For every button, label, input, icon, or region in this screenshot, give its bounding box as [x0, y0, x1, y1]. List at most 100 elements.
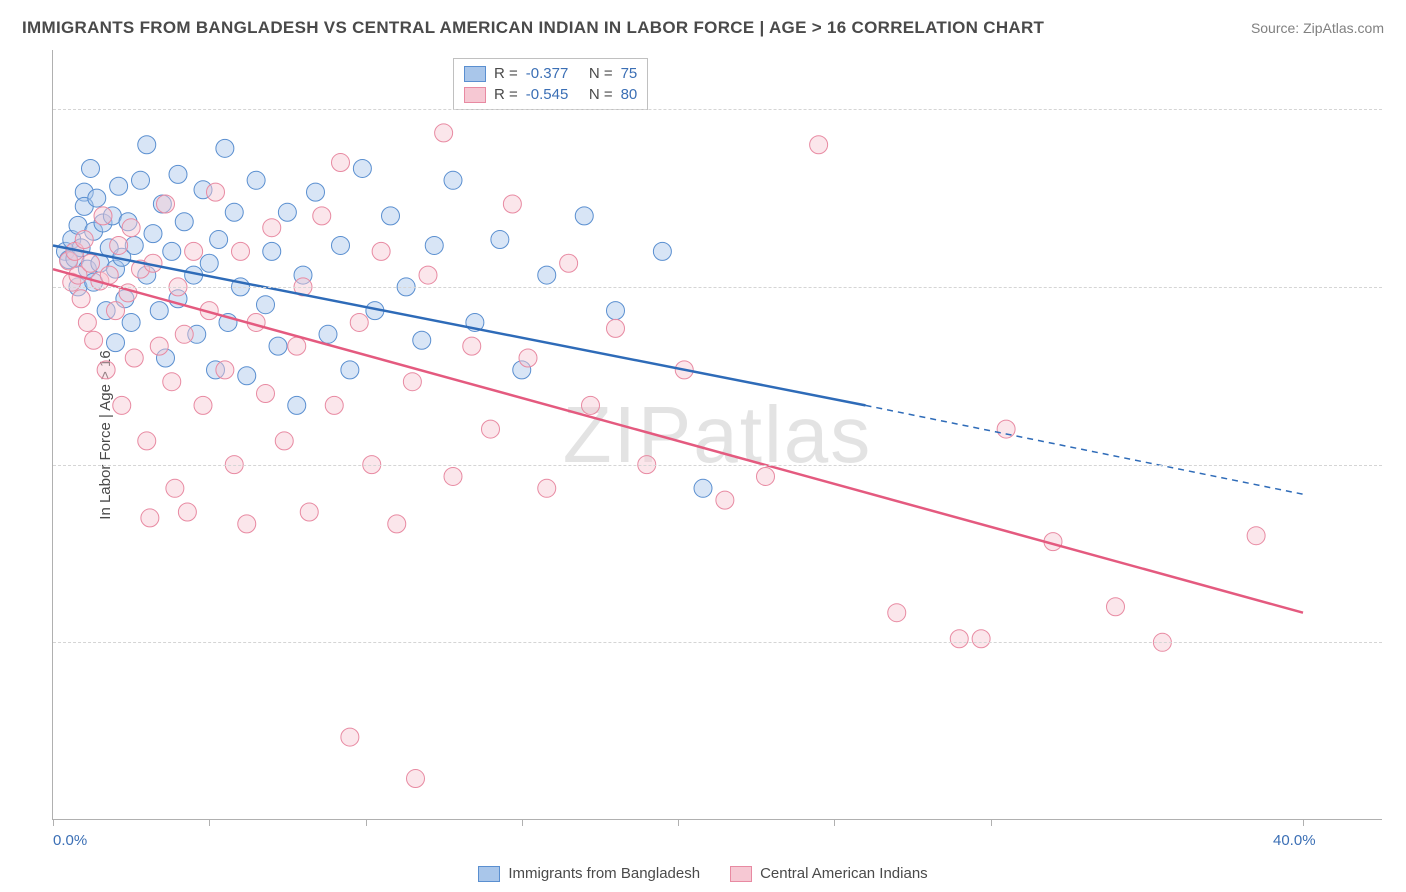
scatter-point: [353, 159, 371, 177]
scatter-point: [341, 728, 359, 746]
chart-container: IMMIGRANTS FROM BANGLADESH VS CENTRAL AM…: [0, 0, 1406, 892]
legend-swatch: [464, 87, 486, 103]
scatter-point: [150, 337, 168, 355]
x-tick: [209, 819, 210, 826]
x-tick: [53, 819, 54, 826]
scatter-point: [232, 242, 250, 260]
bottom-legend-item: Central American Indians: [730, 865, 928, 882]
scatter-point: [88, 189, 106, 207]
gridline: [53, 642, 1382, 643]
x-tick: [991, 819, 992, 826]
scatter-point: [263, 219, 281, 237]
scatter-point: [388, 515, 406, 533]
scatter-point: [194, 396, 212, 414]
scatter-point: [82, 254, 100, 272]
scatter-point: [216, 139, 234, 157]
scatter-point: [225, 203, 243, 221]
x-tick-label: 40.0%: [1273, 832, 1316, 849]
scatter-point: [313, 207, 331, 225]
scatter-point: [122, 313, 140, 331]
scatter-point: [166, 479, 184, 497]
scatter-point: [575, 207, 593, 225]
scatter-point: [972, 630, 990, 648]
legend-r-value: -0.377: [526, 65, 569, 82]
x-tick: [522, 819, 523, 826]
legend-n-label: N =: [576, 65, 612, 82]
scatter-point: [319, 325, 337, 343]
scatter-point: [582, 396, 600, 414]
scatter-point: [257, 296, 275, 314]
scatter-point: [110, 177, 128, 195]
scatter-point: [757, 467, 775, 485]
scatter-point: [950, 630, 968, 648]
scatter-point: [238, 367, 256, 385]
scatter-point: [125, 349, 143, 367]
bottom-legend-item: Immigrants from Bangladesh: [478, 865, 700, 882]
scatter-point: [207, 183, 225, 201]
scatter-point: [332, 154, 350, 172]
scatter-point: [175, 325, 193, 343]
scatter-point: [113, 396, 131, 414]
scatter-point: [107, 334, 125, 352]
scatter-point: [288, 337, 306, 355]
legend-n-value: 80: [621, 86, 638, 103]
scatter-point: [1247, 527, 1265, 545]
bottom-legend: Immigrants from Bangladesh Central Americ…: [0, 865, 1406, 882]
legend-r-value: -0.545: [526, 86, 569, 103]
scatter-point: [482, 420, 500, 438]
scatter-point: [132, 171, 150, 189]
scatter-point: [94, 207, 112, 225]
scatter-point: [150, 302, 168, 320]
legend-r-label: R =: [494, 65, 518, 82]
x-tick: [366, 819, 367, 826]
scatter-point: [435, 124, 453, 142]
scatter-point: [82, 159, 100, 177]
scatter-point: [300, 503, 318, 521]
scatter-point: [350, 313, 368, 331]
legend-row: R = -0.377 N = 75: [464, 63, 637, 84]
scatter-point: [694, 479, 712, 497]
gridline: [53, 287, 1382, 288]
title-row: IMMIGRANTS FROM BANGLADESH VS CENTRAL AM…: [22, 18, 1384, 38]
y-tick-label: 65.0%: [1392, 278, 1406, 295]
scatter-point: [491, 231, 509, 249]
x-tick: [834, 819, 835, 826]
scatter-point: [216, 361, 234, 379]
y-tick-label: 50.0%: [1392, 456, 1406, 473]
scatter-point: [607, 319, 625, 337]
scatter-point: [144, 225, 162, 243]
scatter-point: [269, 337, 287, 355]
scatter-point: [307, 183, 325, 201]
scatter-point: [185, 242, 203, 260]
scatter-point: [653, 242, 671, 260]
scatter-point: [169, 165, 187, 183]
scatter-point: [716, 491, 734, 509]
scatter-point: [372, 242, 390, 260]
legend-n-label: N =: [576, 86, 612, 103]
x-tick: [678, 819, 679, 826]
correlation-legend: R = -0.377 N = 75R = -0.545 N = 80: [453, 58, 648, 110]
legend-swatch: [478, 866, 500, 882]
legend-series-label: Central American Indians: [760, 865, 928, 882]
scatter-point: [463, 337, 481, 355]
scatter-point: [247, 171, 265, 189]
scatter-point: [238, 515, 256, 533]
scatter-point: [403, 373, 421, 391]
scatter-point: [141, 509, 159, 527]
chart-title: IMMIGRANTS FROM BANGLADESH VS CENTRAL AM…: [22, 18, 1044, 38]
gridline: [53, 109, 1382, 110]
legend-row: R = -0.545 N = 80: [464, 84, 637, 105]
scatter-point: [607, 302, 625, 320]
scatter-point: [419, 266, 437, 284]
trend-line-extrapolated: [866, 405, 1304, 494]
scatter-point: [288, 396, 306, 414]
y-tick-label: 80.0%: [1392, 101, 1406, 118]
trend-line: [53, 269, 1303, 613]
legend-series-label: Immigrants from Bangladesh: [508, 865, 700, 882]
scatter-point: [200, 254, 218, 272]
scatter-point: [997, 420, 1015, 438]
gridline: [53, 465, 1382, 466]
scatter-point: [444, 467, 462, 485]
scatter-point: [1107, 598, 1125, 616]
scatter-point: [72, 290, 90, 308]
